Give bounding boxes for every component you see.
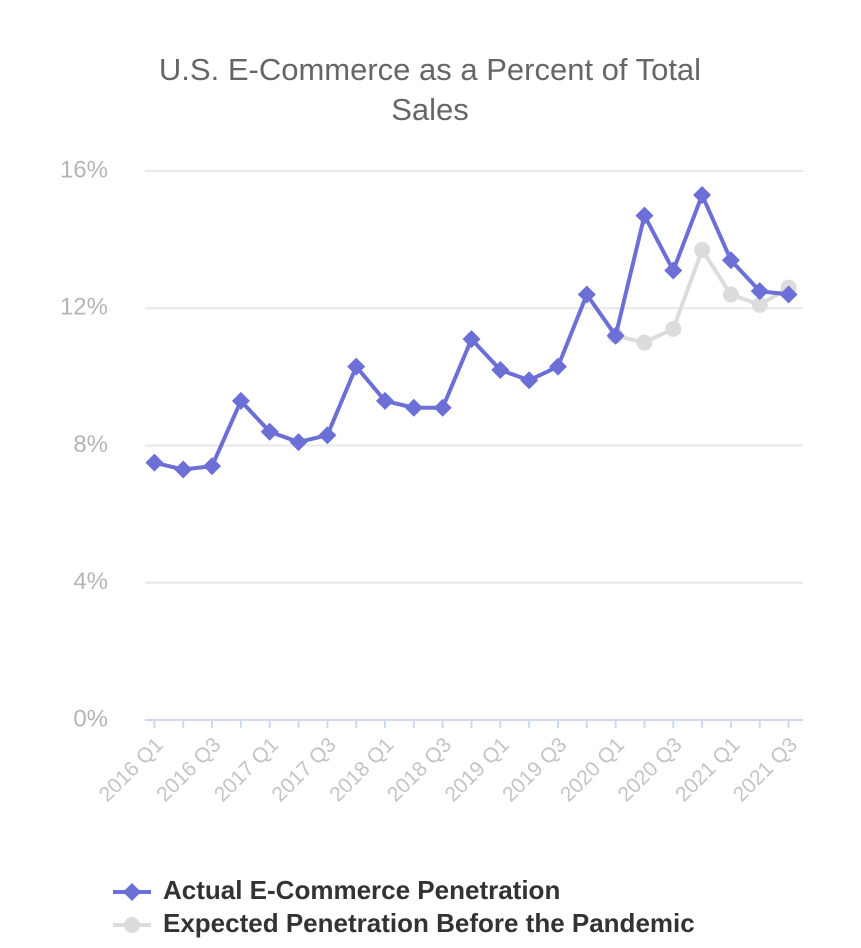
- point-marker: [636, 334, 653, 351]
- y-tick-label: 8%: [73, 431, 108, 458]
- legend-marker: [124, 917, 140, 933]
- point-marker: [433, 398, 452, 417]
- point-marker: [520, 371, 539, 390]
- x-tick-label: 2021 Q3: [729, 733, 802, 806]
- point-marker: [260, 422, 279, 441]
- legend-label: Expected Penetration Before the Pandemic: [163, 908, 695, 938]
- y-tick-label: 16%: [60, 156, 108, 183]
- point-marker: [577, 285, 596, 304]
- y-tick-label: 0%: [73, 705, 108, 732]
- point-marker: [318, 426, 337, 445]
- point-marker: [347, 357, 366, 376]
- point-marker: [779, 285, 798, 304]
- legend-label: Actual E-Commerce Penetration: [163, 875, 560, 905]
- point-marker: [231, 391, 250, 410]
- point-marker: [289, 433, 308, 452]
- point-marker: [722, 286, 739, 303]
- point-marker: [491, 361, 510, 380]
- point-marker: [376, 391, 395, 410]
- point-marker: [665, 320, 682, 337]
- legend-item: Expected Penetration Before the Pandemic: [113, 908, 695, 938]
- point-marker: [174, 460, 193, 479]
- point-marker: [664, 261, 683, 280]
- point-marker: [694, 241, 711, 258]
- point-marker: [404, 398, 423, 417]
- point-marker: [606, 326, 625, 345]
- point-marker: [145, 453, 164, 472]
- point-marker: [693, 186, 712, 205]
- y-tick-label: 12%: [60, 294, 108, 321]
- point-marker: [203, 457, 222, 476]
- legend-marker: [123, 883, 141, 901]
- point-marker: [635, 206, 654, 225]
- point-marker: [750, 282, 769, 301]
- point-marker: [548, 357, 567, 376]
- point-marker: [751, 296, 768, 313]
- chart-title: U.S. E-Commerce as a Percent of Total Sa…: [158, 52, 702, 127]
- y-tick-label: 4%: [73, 568, 108, 595]
- point-marker: [462, 330, 481, 349]
- point-marker: [721, 251, 740, 270]
- legend-item: Actual E-Commerce Penetration: [113, 875, 560, 905]
